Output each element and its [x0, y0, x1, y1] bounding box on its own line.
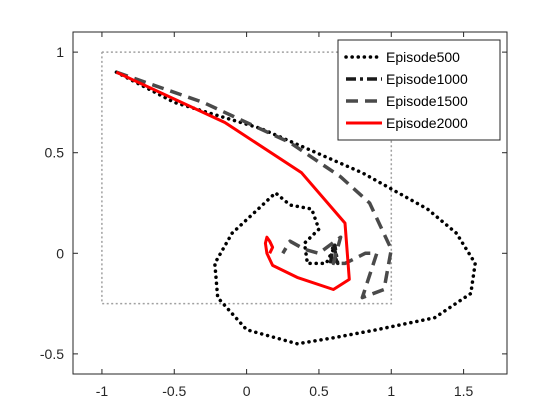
series-line-episode1000 — [328, 241, 340, 266]
x-tick-label: -1 — [96, 383, 109, 399]
x-tick-label: 1.5 — [454, 383, 474, 399]
axes: -1 -0.5 0 0.5 1 1.5 -0.5 0 0.5 1 — [40, 31, 508, 399]
legend-label-episode1500: Episode1500 — [386, 93, 468, 109]
y-tick-label: 1 — [56, 44, 64, 60]
y-tick-label: -0.5 — [40, 346, 64, 362]
legend-label-episode2000: Episode2000 — [386, 115, 468, 131]
series-line-episode2000 — [115, 70, 351, 291]
axes-box — [72, 31, 508, 375]
x-tick-label: 0 — [243, 383, 251, 399]
series-line-episode1500 — [115, 70, 394, 300]
legend-label-episode500: Episode500 — [386, 49, 460, 65]
boundary-rectangle — [101, 51, 393, 305]
y-tick-label: 0 — [56, 245, 64, 261]
chart-marks — [101, 51, 477, 346]
x-tick-label: -0.5 — [162, 383, 186, 399]
legend: Episode500 Episode1000 Episode1500 Episode2… — [337, 39, 501, 141]
x-tick-label: 1 — [387, 383, 395, 399]
legend-label-episode1000: Episode1000 — [386, 71, 468, 87]
x-tick-label: 0.5 — [309, 383, 329, 399]
y-tick-label: 0.5 — [45, 145, 65, 161]
series-line-episode500 — [114, 70, 477, 346]
